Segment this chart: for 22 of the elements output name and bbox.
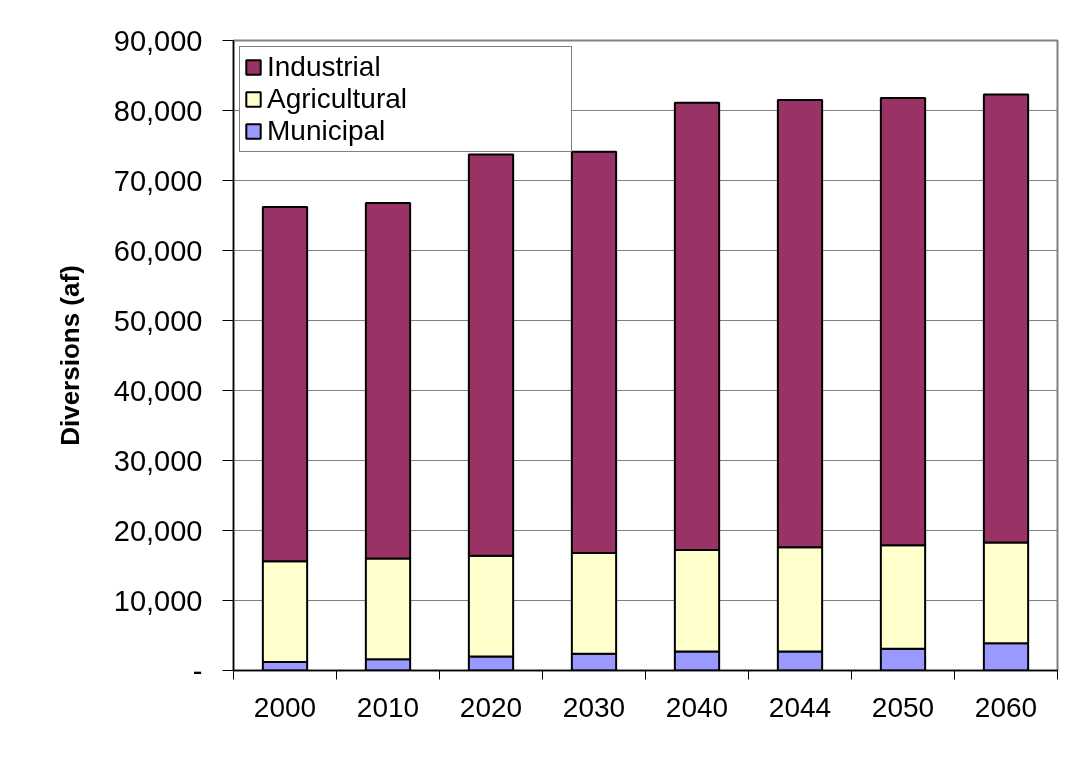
x-tick-label: 2050 (871, 691, 935, 723)
y-tick-label: 30,000 (113, 444, 203, 477)
x-tick-label: 2030 (562, 691, 626, 723)
y-tick-label: 70,000 (113, 164, 203, 197)
y-tick-label: 60,000 (113, 234, 203, 267)
x-tick-label: 2000 (253, 691, 317, 723)
y-tick-label: 10,000 (113, 584, 203, 617)
y-tick-label: 80,000 (113, 94, 203, 127)
legend-label: Municipal (267, 115, 387, 147)
legend-label: Agricultural (267, 83, 409, 115)
y-tick-label: 20,000 (113, 514, 203, 547)
x-tick-label: 2010 (356, 691, 420, 723)
x-tick-label: 2044 (768, 691, 832, 723)
y-tick-label: 50,000 (113, 304, 203, 337)
x-tick-label: 2060 (974, 691, 1038, 723)
y-tick-label: - (192, 654, 203, 687)
x-tick-label: 2040 (665, 691, 729, 723)
y-axis-title: Diversions (af) (54, 265, 85, 446)
legend-label: Industrial (267, 51, 382, 83)
y-tick-label: 90,000 (113, 24, 203, 57)
x-tick-label: 2020 (459, 691, 523, 723)
y-tick-label: 40,000 (113, 374, 203, 407)
